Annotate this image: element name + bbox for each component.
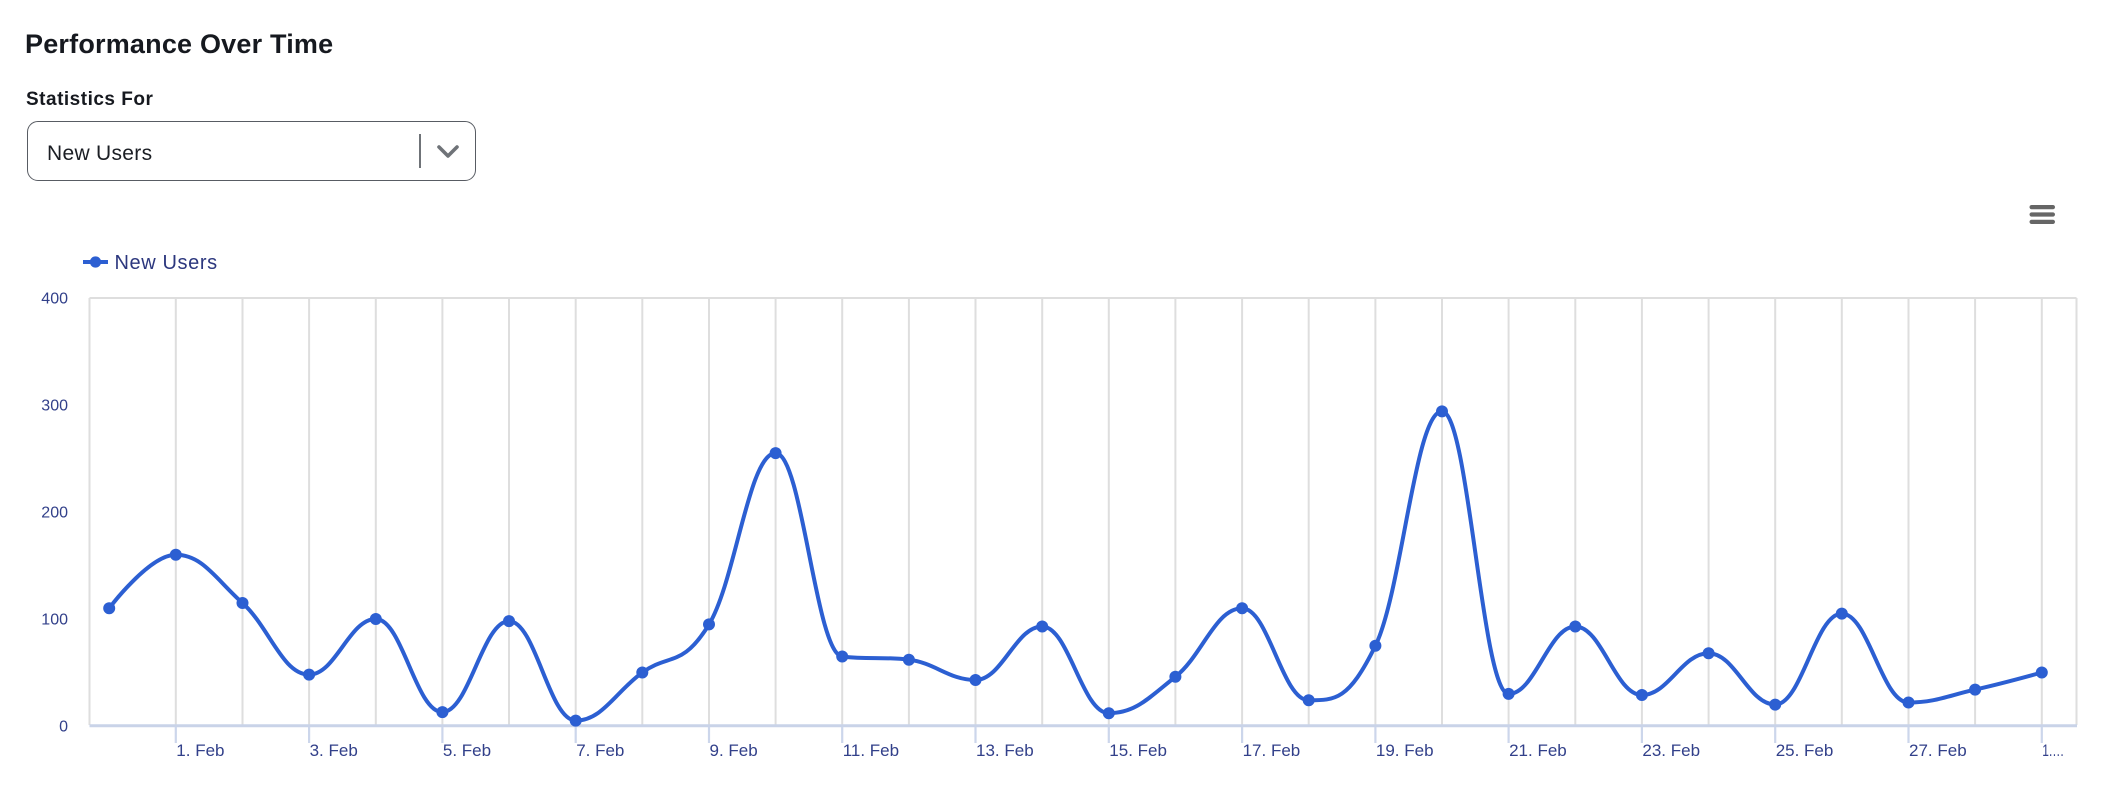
svg-text:21. Feb: 21. Feb xyxy=(1509,741,1567,760)
svg-text:13. Feb: 13. Feb xyxy=(976,741,1034,760)
svg-text:200: 200 xyxy=(41,505,68,522)
svg-text:5. Feb: 5. Feb xyxy=(443,741,491,760)
svg-text:27. Feb: 27. Feb xyxy=(1909,741,1967,760)
svg-text:9. Feb: 9. Feb xyxy=(710,741,758,760)
svg-text:100: 100 xyxy=(41,612,68,629)
svg-text:19. Feb: 19. Feb xyxy=(1376,741,1434,760)
svg-text:1. Feb: 1. Feb xyxy=(176,741,224,760)
svg-text:25. Feb: 25. Feb xyxy=(1776,741,1834,760)
svg-text:15. Feb: 15. Feb xyxy=(1109,741,1167,760)
svg-text:23. Feb: 23. Feb xyxy=(1642,741,1700,760)
svg-text:1.…: 1.… xyxy=(2042,741,2064,760)
svg-text:17. Feb: 17. Feb xyxy=(1243,741,1301,760)
svg-text:New Users: New Users xyxy=(115,252,218,274)
svg-text:0: 0 xyxy=(59,719,68,736)
svg-text:7. Feb: 7. Feb xyxy=(576,741,624,760)
svg-text:3. Feb: 3. Feb xyxy=(310,741,358,760)
svg-text:11. Feb: 11. Feb xyxy=(843,741,899,760)
svg-text:400: 400 xyxy=(41,291,68,308)
svg-text:300: 300 xyxy=(41,398,68,415)
